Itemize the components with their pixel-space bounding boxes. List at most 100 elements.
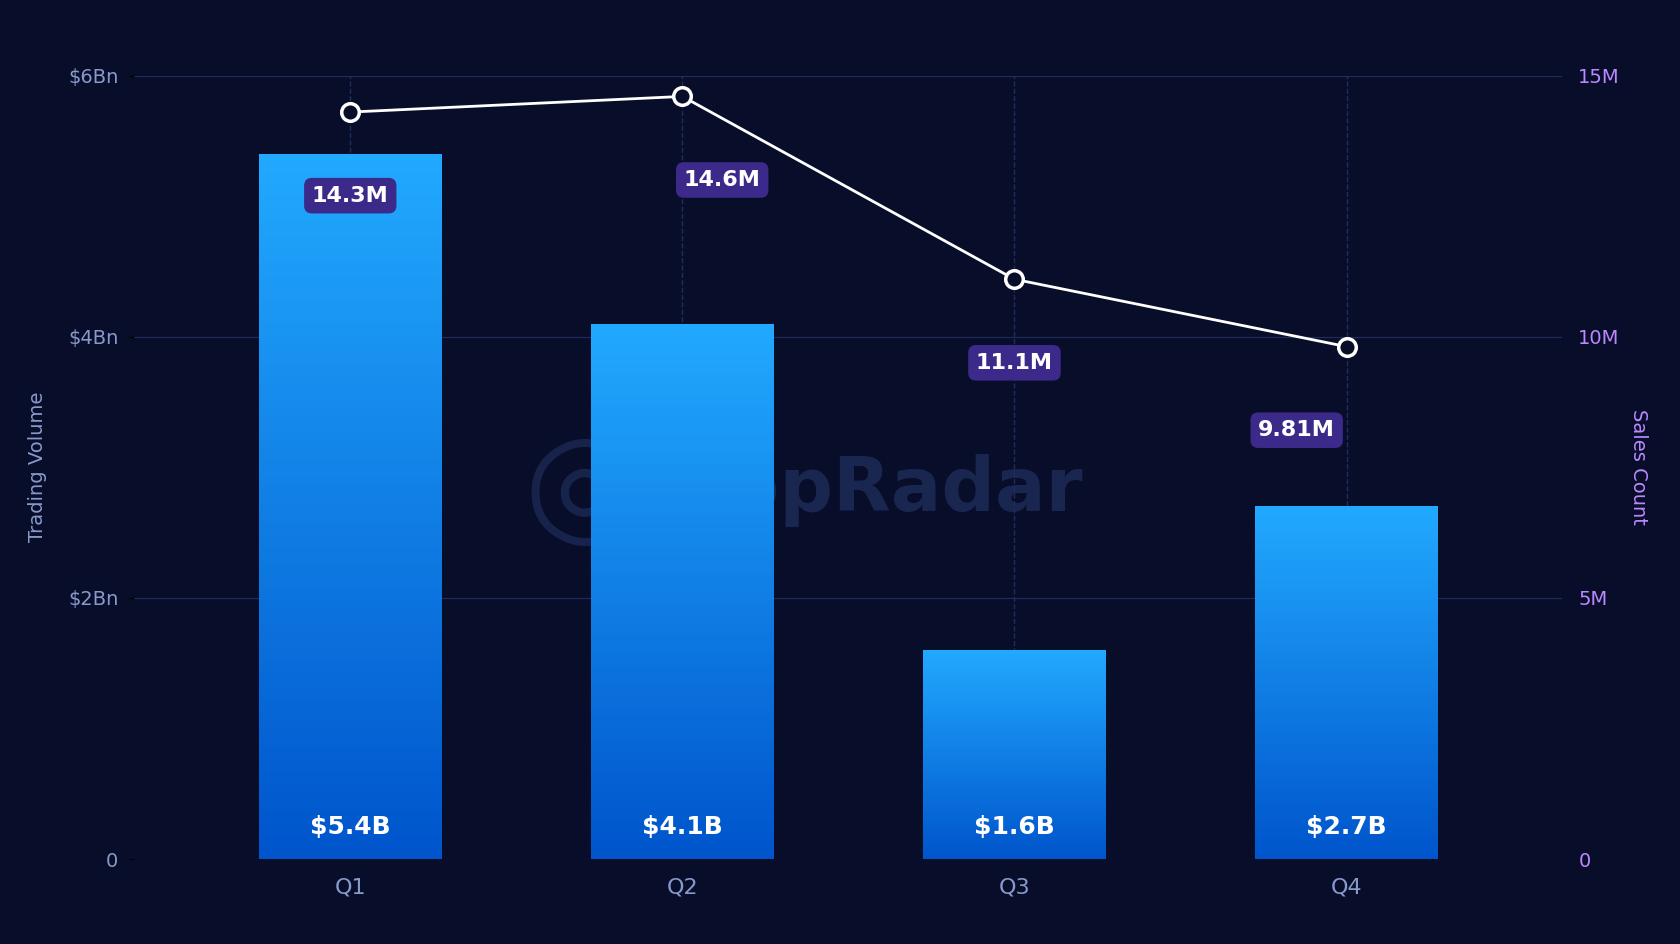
Bar (591, 645, 774, 649)
Bar (591, 792, 774, 797)
Bar (922, 680, 1105, 682)
Bar (259, 535, 442, 542)
Bar (591, 774, 774, 779)
Text: $4.1B: $4.1B (642, 816, 722, 839)
Bar (591, 453, 774, 458)
Bar (591, 386, 774, 391)
Bar (1255, 706, 1438, 709)
Bar (922, 711, 1105, 713)
Bar (1255, 638, 1438, 642)
Bar (922, 831, 1105, 833)
Bar (922, 820, 1105, 822)
Bar (591, 324, 774, 329)
Bar (591, 694, 774, 699)
Bar (1255, 600, 1438, 603)
Bar (591, 560, 774, 565)
Bar (922, 719, 1105, 721)
Bar (259, 465, 442, 471)
Bar (259, 482, 442, 489)
Bar (259, 347, 442, 354)
Bar (1255, 565, 1438, 568)
Bar (591, 497, 774, 502)
Bar (259, 600, 442, 606)
Bar (922, 845, 1105, 847)
Bar (1255, 685, 1438, 688)
Bar (259, 806, 442, 812)
Bar (591, 515, 774, 520)
Bar (1255, 592, 1438, 595)
Bar (1255, 797, 1438, 801)
Bar (922, 787, 1105, 789)
Bar (591, 337, 774, 342)
Bar (259, 354, 442, 360)
Bar (922, 732, 1105, 733)
Bar (259, 225, 442, 230)
Point (1334, 339, 1361, 354)
Bar (591, 833, 774, 836)
Bar (922, 803, 1105, 805)
Bar (1255, 844, 1438, 848)
Bar (1255, 609, 1438, 613)
Bar (922, 664, 1105, 666)
Bar (259, 318, 442, 325)
Bar (1255, 530, 1438, 533)
Bar (591, 529, 774, 533)
Bar (259, 365, 442, 371)
Bar (591, 533, 774, 538)
Bar (1255, 571, 1438, 574)
Bar (1255, 635, 1438, 639)
Bar (259, 653, 442, 659)
Bar (922, 824, 1105, 826)
Bar (259, 453, 442, 460)
Text: 14.3M: 14.3M (312, 186, 388, 206)
Bar (922, 840, 1105, 842)
Bar (259, 712, 442, 718)
Bar (591, 328, 774, 332)
Bar (591, 784, 774, 787)
Bar (922, 723, 1105, 725)
Bar (1255, 539, 1438, 542)
Bar (1255, 833, 1438, 835)
Bar (922, 662, 1105, 664)
Bar (922, 777, 1105, 779)
Bar (259, 783, 442, 788)
Bar (591, 738, 774, 743)
Bar (922, 742, 1105, 744)
Bar (1255, 645, 1438, 648)
Point (669, 89, 696, 104)
Bar (259, 777, 442, 783)
Bar (1255, 515, 1438, 518)
Bar (259, 500, 442, 506)
Bar (259, 671, 442, 677)
Bar (259, 436, 442, 442)
Bar (259, 770, 442, 777)
Bar (922, 733, 1105, 735)
Bar (922, 800, 1105, 801)
Bar (1255, 788, 1438, 791)
Bar (1255, 770, 1438, 774)
Bar (922, 841, 1105, 843)
Bar (591, 368, 774, 373)
Bar (922, 721, 1105, 723)
Bar (591, 779, 774, 784)
Bar (259, 154, 442, 160)
Bar (591, 363, 774, 368)
Bar (259, 624, 442, 630)
Bar (591, 565, 774, 569)
Bar (922, 650, 1105, 652)
Bar (591, 850, 774, 854)
Bar (259, 177, 442, 183)
Bar (1255, 521, 1438, 524)
Bar (1255, 801, 1438, 803)
Bar (1255, 582, 1438, 586)
Bar (259, 642, 442, 648)
Bar (591, 818, 774, 823)
Bar (922, 760, 1105, 762)
Bar (259, 342, 442, 347)
Bar (591, 542, 774, 547)
Bar (591, 587, 774, 591)
Bar (259, 688, 442, 695)
Bar (922, 784, 1105, 786)
Bar (259, 801, 442, 806)
Text: ◎: ◎ (524, 423, 645, 558)
